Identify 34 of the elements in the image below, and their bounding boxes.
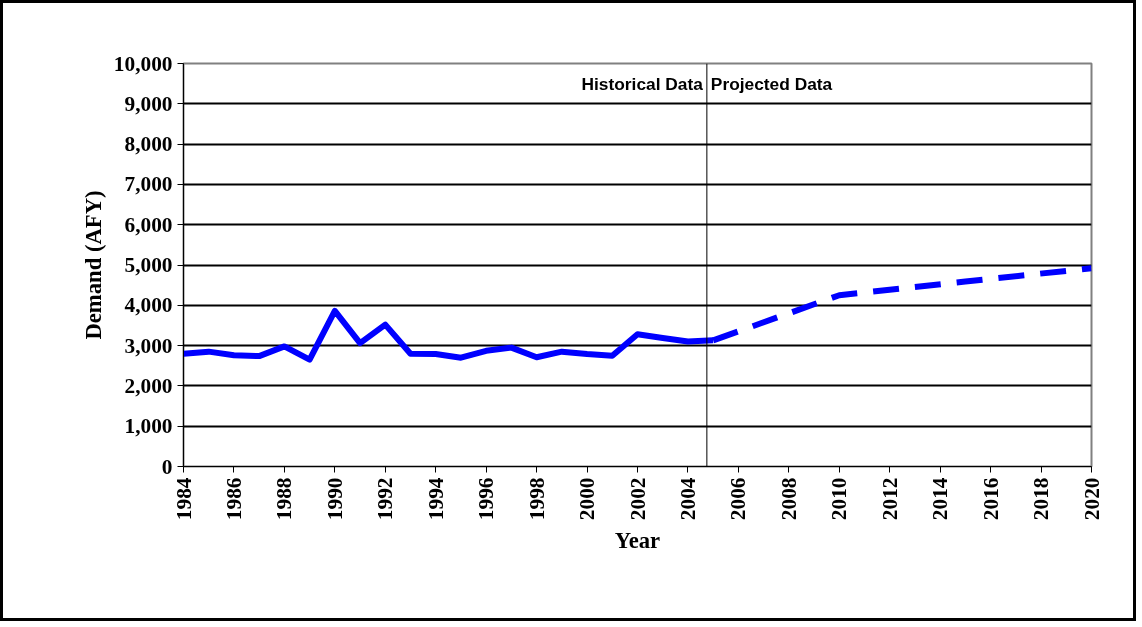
x-tick-label: 1986 — [221, 477, 246, 521]
x-tick-label: 2010 — [827, 477, 852, 521]
x-tick-label: 2002 — [625, 477, 650, 521]
x-tick-label: 2006 — [726, 477, 751, 521]
y-tick-label: 2,000 — [124, 373, 173, 398]
y-axis-title: Demand (AFY) — [80, 190, 106, 340]
y-tick-label: 3,000 — [124, 333, 173, 358]
x-tick-label: 1994 — [423, 477, 448, 521]
x-tick-label: 2012 — [877, 477, 902, 521]
x-tick-label: 1992 — [373, 477, 398, 521]
y-tick-label: 7,000 — [124, 172, 173, 197]
x-tick-label: 2014 — [928, 477, 953, 521]
x-tick-label: 2018 — [1029, 477, 1054, 521]
y-tick-label: 5,000 — [124, 253, 173, 277]
x-tick-label: 1988 — [272, 477, 297, 521]
x-tick-label: 1984 — [171, 477, 196, 521]
annotation: Historical Data — [581, 73, 704, 94]
x-tick-label: 1990 — [322, 477, 347, 521]
x-tick-label: 2000 — [575, 477, 600, 521]
y-tick-label: 6,000 — [124, 212, 173, 237]
y-tick-label: 9,000 — [124, 91, 173, 116]
y-tick-label: 4,000 — [124, 293, 173, 318]
x-tick-label: 2016 — [978, 477, 1003, 521]
x-tick-label: 2008 — [776, 477, 801, 521]
x-tick-label: 1998 — [524, 477, 549, 521]
annotation: Projected Data — [710, 73, 833, 94]
y-tick-label: 10,000 — [113, 51, 173, 76]
x-tick-label: 2020 — [1079, 477, 1104, 521]
x-tick-label: 1996 — [474, 477, 499, 521]
x-tick-label: 2004 — [675, 477, 700, 521]
x-axis-title: Year — [614, 528, 661, 554]
y-tick-label: 8,000 — [124, 132, 173, 157]
y-tick-label: 1,000 — [124, 414, 173, 439]
y-tick-label: 0 — [161, 454, 173, 479]
